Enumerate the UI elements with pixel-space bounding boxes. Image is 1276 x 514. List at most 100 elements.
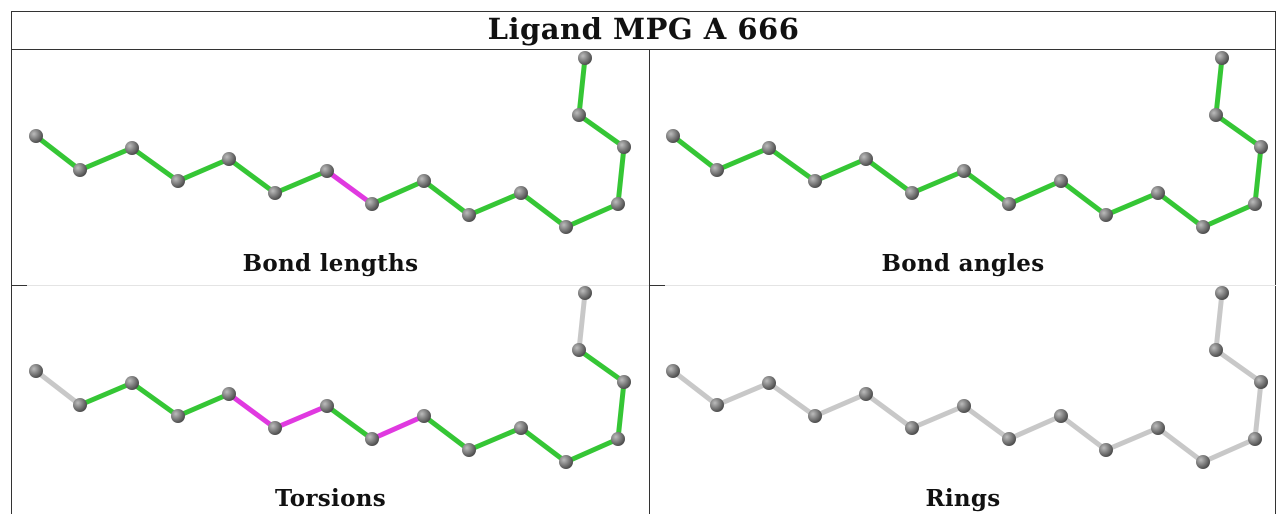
bond-ok bbox=[421, 413, 472, 453]
caption-rings: Rings bbox=[925, 485, 1001, 512]
atom bbox=[320, 399, 334, 413]
atom bbox=[578, 51, 592, 65]
atom bbox=[1196, 455, 1210, 469]
bond-neutral bbox=[1252, 379, 1264, 442]
atom bbox=[1209, 343, 1223, 357]
bond-neutral bbox=[33, 368, 83, 408]
bond-neutral bbox=[576, 290, 588, 353]
bond-ok bbox=[77, 380, 135, 408]
atom bbox=[710, 163, 724, 177]
bond-ok bbox=[714, 145, 772, 173]
panel-rings: Rings bbox=[650, 286, 1276, 514]
atom bbox=[957, 164, 971, 178]
bond-neutral bbox=[670, 368, 720, 408]
atom bbox=[417, 409, 431, 423]
bond-ok bbox=[909, 168, 967, 196]
bond-ok bbox=[812, 156, 869, 184]
bond-ok bbox=[563, 436, 621, 465]
bond-ok bbox=[1006, 178, 1064, 207]
title-divider bbox=[11, 49, 1276, 50]
bond-ok bbox=[226, 156, 278, 196]
bond-ok bbox=[1155, 190, 1206, 230]
bond-outlier bbox=[324, 168, 375, 207]
panel-torsions: Torsions bbox=[12, 286, 649, 514]
bond-ok bbox=[518, 190, 569, 230]
atom bbox=[666, 129, 680, 143]
bond-neutral bbox=[1213, 347, 1264, 385]
atom bbox=[957, 399, 971, 413]
atom bbox=[222, 387, 236, 401]
bond-ok bbox=[670, 133, 720, 173]
atom bbox=[73, 398, 87, 412]
atom bbox=[710, 398, 724, 412]
bond-ok bbox=[863, 156, 915, 196]
bond-outlier bbox=[272, 403, 330, 431]
bond-ok bbox=[129, 380, 181, 419]
horizontal-divider bbox=[11, 285, 1276, 286]
panel-bond-lengths: Bond lengths bbox=[12, 50, 649, 285]
bond-ok bbox=[1058, 178, 1109, 218]
bond-ok bbox=[1213, 55, 1225, 118]
atom bbox=[171, 174, 185, 188]
atom bbox=[808, 409, 822, 423]
bond-neutral bbox=[714, 380, 772, 408]
caption-bond-angles: Bond angles bbox=[881, 250, 1045, 277]
bond-ok bbox=[466, 190, 524, 218]
bond-ok bbox=[766, 145, 818, 184]
figure-title: Ligand MPG A 666 bbox=[487, 12, 800, 46]
atom bbox=[125, 141, 139, 155]
atom bbox=[808, 174, 822, 188]
atom bbox=[611, 197, 625, 211]
panel-bond-angles: Bond angles bbox=[650, 50, 1276, 285]
atom bbox=[611, 432, 625, 446]
atom bbox=[268, 421, 282, 435]
bond-ok bbox=[33, 133, 83, 173]
molecule-rings bbox=[666, 286, 1268, 469]
atom bbox=[1054, 409, 1068, 423]
atom bbox=[365, 432, 379, 446]
molecule-bond-lengths bbox=[29, 51, 631, 234]
atom bbox=[1209, 108, 1223, 122]
atom bbox=[320, 164, 334, 178]
bond-ok bbox=[77, 145, 135, 173]
atom bbox=[73, 163, 87, 177]
atom bbox=[1151, 186, 1165, 200]
atom bbox=[859, 152, 873, 166]
atom bbox=[617, 375, 631, 389]
atom bbox=[1002, 432, 1016, 446]
bond-ok bbox=[1252, 144, 1264, 207]
bond-ok bbox=[1213, 112, 1264, 150]
molecule-torsions bbox=[29, 286, 631, 469]
atom bbox=[1248, 197, 1262, 211]
caption-torsions: Torsions bbox=[274, 485, 387, 512]
bond-neutral bbox=[1213, 290, 1225, 353]
bond-ok bbox=[961, 168, 1012, 207]
bond-neutral bbox=[812, 391, 869, 419]
bond-ok bbox=[1103, 190, 1161, 218]
bond-ok bbox=[615, 379, 627, 442]
bond-ok bbox=[129, 145, 181, 184]
bond-neutral bbox=[1058, 413, 1109, 453]
atom bbox=[859, 387, 873, 401]
atom bbox=[1002, 197, 1016, 211]
bond-outlier bbox=[369, 413, 427, 442]
bond-ok bbox=[324, 403, 375, 442]
bond-ok bbox=[576, 112, 627, 150]
atom bbox=[1248, 432, 1262, 446]
atom bbox=[762, 141, 776, 155]
bond-outlier bbox=[226, 391, 278, 431]
atom bbox=[666, 364, 680, 378]
atom bbox=[1151, 421, 1165, 435]
atom bbox=[559, 455, 573, 469]
atom bbox=[222, 152, 236, 166]
bond-ok bbox=[272, 168, 330, 196]
atom bbox=[1054, 174, 1068, 188]
horizontal-divider-tick-mid bbox=[649, 285, 665, 286]
bond-neutral bbox=[1103, 425, 1161, 453]
atom bbox=[462, 443, 476, 457]
bond-neutral bbox=[1155, 425, 1206, 465]
atom bbox=[559, 220, 573, 234]
bond-neutral bbox=[863, 391, 915, 431]
atom bbox=[365, 197, 379, 211]
caption-bond-lengths: Bond lengths bbox=[242, 250, 419, 277]
